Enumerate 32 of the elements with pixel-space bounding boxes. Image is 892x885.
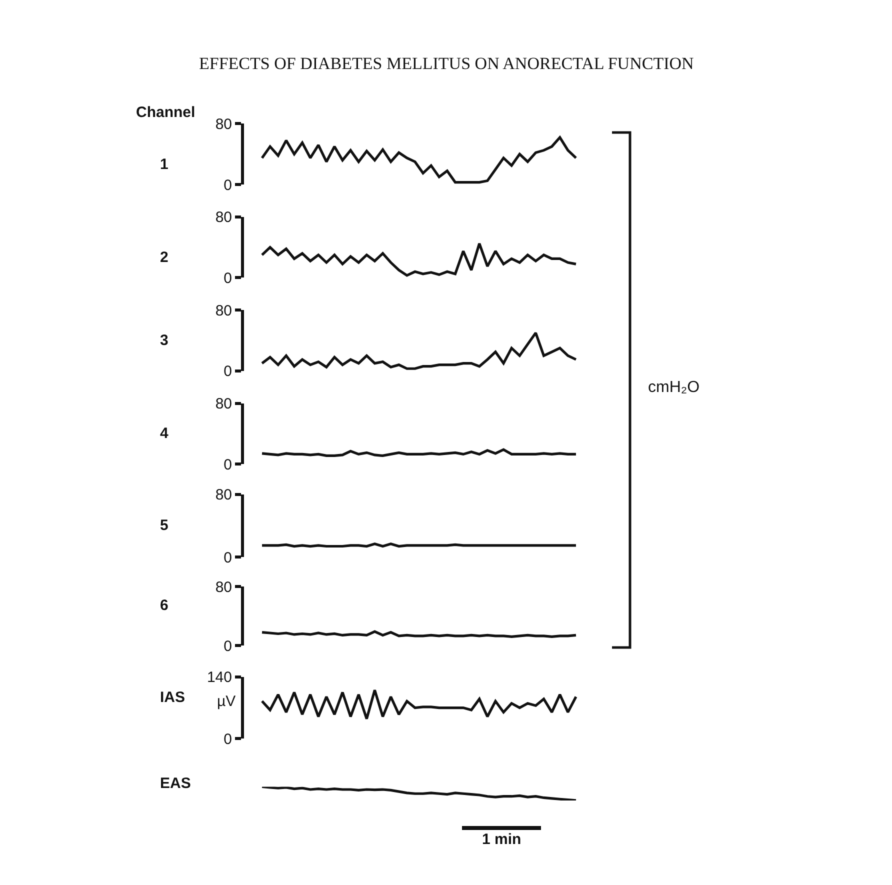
y-axis-title: 2 (160, 249, 168, 266)
y-tick-label: 80 (215, 209, 232, 226)
y-tick-label: 0 (224, 270, 232, 287)
y-axis-title: 6 (160, 597, 168, 614)
y-axis-title: 5 (160, 517, 168, 534)
text: Channel (136, 104, 196, 121)
y-tick-label: 80 (215, 396, 232, 413)
line-series (260, 242, 578, 277)
y-tick-label: 0 (224, 730, 232, 748)
y-axis-title: 3 (160, 332, 168, 349)
y-tick-label: 0 (224, 549, 232, 566)
y-axis-title: EAS (160, 775, 191, 792)
y-tick-label: 80 (215, 486, 232, 504)
y-tick-label: 0 (224, 176, 232, 194)
y-axis-title: 4 (160, 425, 169, 442)
text: 1 min (482, 831, 522, 848)
y-tick-label: 140 (206, 669, 232, 686)
line-series (260, 448, 578, 458)
y-axis-title: 1 (160, 156, 168, 173)
y-tick-label: 0 (224, 363, 232, 380)
chart-title: EFFECTS OF DIABETES MELLITUS ON ANORECTAL FUNCTION (199, 54, 694, 73)
text: µV (217, 693, 236, 710)
y-axis-title: IAS (160, 689, 186, 706)
text: cmH₂O (648, 379, 700, 396)
y-tick-label: 80 (215, 578, 232, 596)
y-tick-label: 0 (224, 456, 232, 474)
y-tick-label: 0 (224, 638, 232, 655)
line-series (260, 688, 578, 720)
y-tick-label: 80 (215, 116, 232, 133)
y-tick-label: 80 (215, 302, 232, 320)
line-series (260, 136, 578, 184)
line-series (260, 332, 578, 370)
